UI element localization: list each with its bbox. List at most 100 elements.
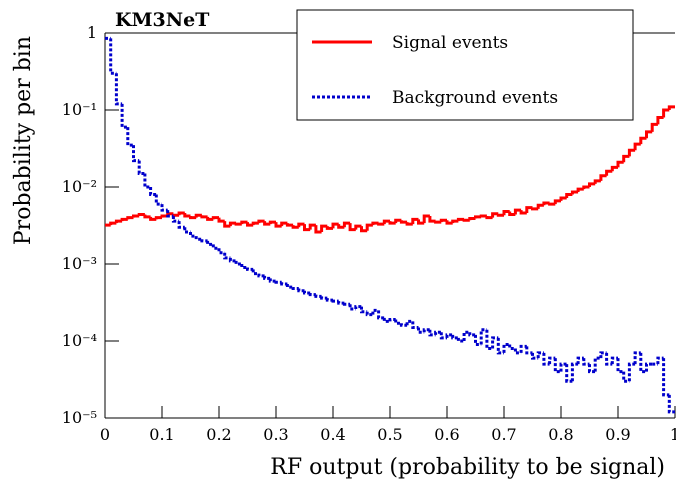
legend-label: Background events xyxy=(392,88,558,108)
histogram-step xyxy=(331,299,339,303)
histogram-step xyxy=(320,296,328,300)
y-axis-label: Probability per bin xyxy=(11,36,36,245)
histogram-step xyxy=(194,213,202,218)
histogram-step xyxy=(200,239,208,243)
x-tick-label: 0.9 xyxy=(605,425,630,444)
histogram-step xyxy=(183,212,191,218)
histogram-step xyxy=(149,187,157,196)
histogram-step xyxy=(114,73,123,106)
histogram-step xyxy=(576,356,584,365)
histogram-step xyxy=(109,38,117,75)
histogram-step xyxy=(553,199,561,205)
histogram-step xyxy=(126,127,134,147)
histogram-step xyxy=(525,206,533,213)
histogram-step xyxy=(536,351,544,359)
histogram-step xyxy=(240,220,248,225)
histogram-step xyxy=(337,224,345,229)
histogram-step xyxy=(456,217,465,222)
histogram-step xyxy=(645,362,653,372)
histogram-step xyxy=(137,212,145,217)
histogram-step xyxy=(132,214,140,218)
histogram-step xyxy=(445,333,453,338)
x-tick-label: 0.3 xyxy=(263,425,288,444)
histogram-step xyxy=(428,216,436,223)
histogram-step xyxy=(627,148,636,157)
histogram-step xyxy=(246,222,254,227)
histogram-step xyxy=(268,278,276,283)
histogram-step xyxy=(263,275,271,280)
histogram-step xyxy=(234,260,242,266)
x-tick-label: 0 xyxy=(100,425,110,444)
histogram-step xyxy=(325,226,333,230)
histogram-step xyxy=(605,169,613,176)
histogram-step xyxy=(251,221,259,226)
histogram-step xyxy=(308,223,316,230)
histogram-step xyxy=(149,216,157,221)
histogram-step xyxy=(451,219,459,224)
histogram-step xyxy=(496,213,504,217)
histogram-step xyxy=(462,330,470,341)
y-tick-label: 1 xyxy=(87,23,97,42)
histogram-step xyxy=(411,217,419,225)
histogram-step xyxy=(377,310,385,320)
histogram-step xyxy=(274,280,282,284)
histogram-step xyxy=(297,288,305,293)
histogram-step xyxy=(508,344,516,350)
y-tick-label: 10⁻¹ xyxy=(62,100,97,119)
histogram-step xyxy=(582,185,590,190)
histogram-step xyxy=(428,329,436,337)
histogram-step xyxy=(548,202,556,206)
histogram-step xyxy=(513,208,522,215)
histogram-step xyxy=(667,105,675,110)
x-tick-label: 0.2 xyxy=(206,425,231,444)
histogram-step xyxy=(474,215,482,219)
histogram-step xyxy=(593,356,601,372)
histogram-step xyxy=(576,187,584,193)
histogram-step xyxy=(314,225,322,234)
histogram-step xyxy=(263,221,271,226)
histogram-step xyxy=(297,222,305,228)
histogram-step xyxy=(166,210,174,218)
x-tick-label: 0.1 xyxy=(149,425,174,444)
legend-box xyxy=(296,9,634,121)
y-tick-label: 10⁻⁵ xyxy=(62,408,97,427)
histogram-step xyxy=(382,317,390,323)
y-tick-label: 10⁻³ xyxy=(62,254,97,273)
histogram-step xyxy=(183,227,191,234)
histogram-step xyxy=(342,221,351,228)
histogram-step xyxy=(325,298,333,302)
histogram-step xyxy=(348,223,356,232)
histogram-step xyxy=(303,224,311,232)
histogram-step xyxy=(280,221,288,227)
histogram-step xyxy=(285,223,294,227)
legend-label: Signal events xyxy=(392,33,508,53)
histogram-step xyxy=(109,221,117,226)
histogram-step xyxy=(211,216,219,220)
histogram-step xyxy=(371,308,379,315)
histogram-step xyxy=(667,394,675,414)
histogram-step xyxy=(371,221,379,226)
histogram-step xyxy=(593,179,601,184)
histogram-step xyxy=(565,364,573,383)
histogram-step xyxy=(548,356,556,365)
histogram-step xyxy=(588,364,596,374)
histogram-step xyxy=(616,358,624,374)
histogram-step xyxy=(160,204,168,212)
histogram-step xyxy=(177,221,185,229)
histogram-step xyxy=(411,321,419,329)
histogram-step xyxy=(650,122,658,132)
histogram-step xyxy=(114,219,123,224)
histogram-step xyxy=(257,219,265,224)
histogram-step xyxy=(434,330,442,335)
histogram-step xyxy=(342,302,351,306)
histogram-step xyxy=(605,352,613,366)
histogram-step xyxy=(468,332,476,337)
histogram-step xyxy=(314,294,322,298)
histogram-step xyxy=(531,352,539,360)
histogram-step xyxy=(622,154,630,163)
histogram-step xyxy=(143,173,151,189)
histogram-step xyxy=(143,214,151,219)
histogram-step xyxy=(331,222,339,229)
histogram-step xyxy=(513,348,522,355)
